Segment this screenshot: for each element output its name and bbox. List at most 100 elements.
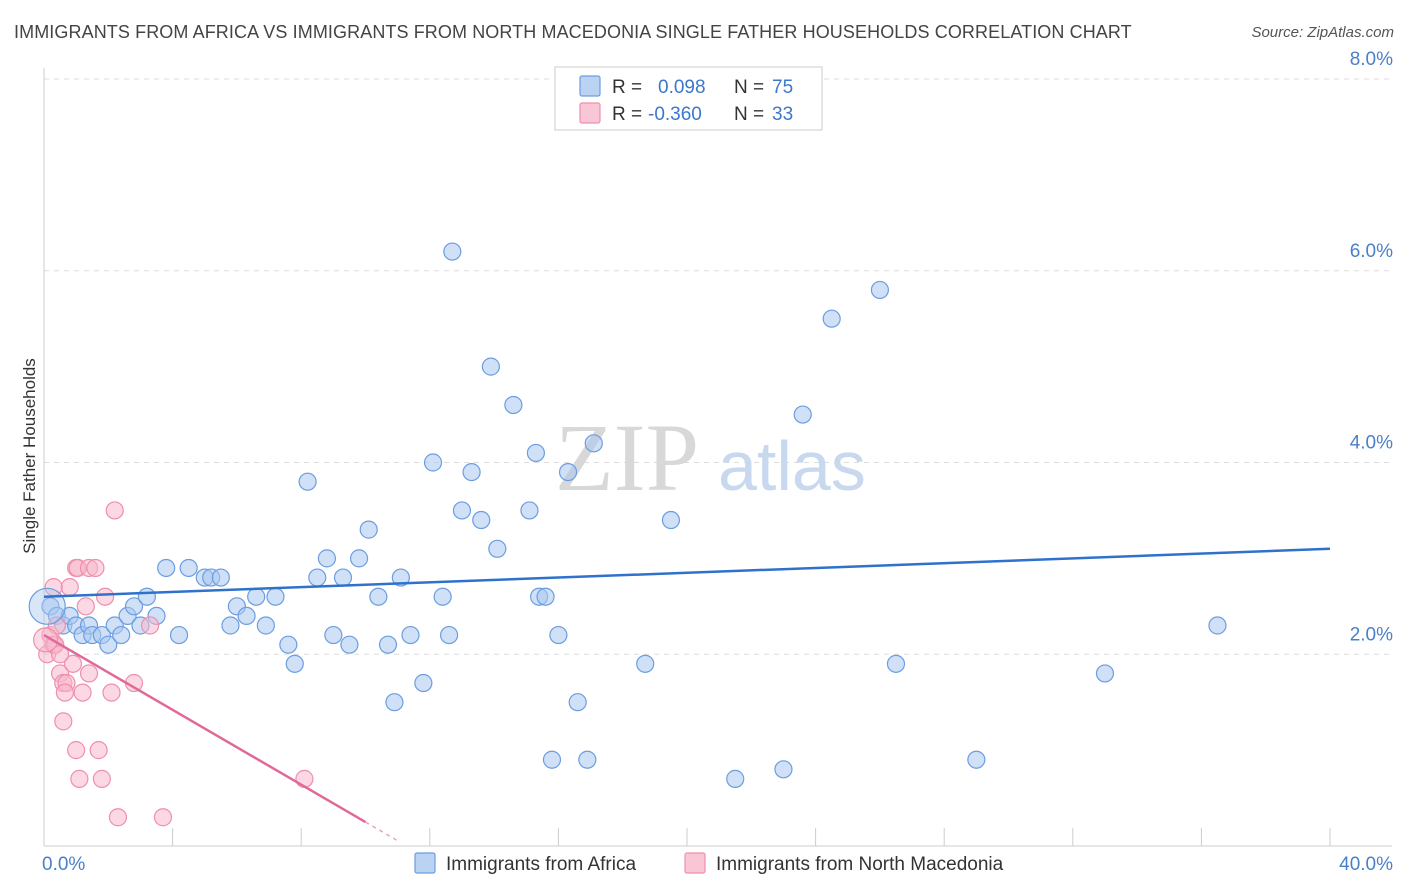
legend-n-label-africa: N = [734,77,764,98]
africa-point [578,750,597,769]
macedonia-point [102,683,121,702]
macedonia-point [63,654,83,673]
macedonia-point [92,769,111,788]
series-legend-swatch-africa [414,852,436,874]
africa-point [886,654,906,673]
macedonia-trend-line [43,633,367,824]
africa-point [266,587,285,606]
africa-point [256,616,275,635]
legend-r-label-macedonia: R = [612,104,642,125]
chart-title: IMMIGRANTS FROM AFRICA VS IMMIGRANTS FRO… [14,22,1132,42]
legend-r-label-africa: R = [612,77,642,98]
legend-n-label-macedonia: N = [734,104,764,125]
africa-point [179,558,198,578]
tick-label-layer: 2.0% 4.0% 6.0% 8.0% 0.0% 40.0% [42,49,1393,875]
africa-point [488,539,507,558]
macedonia-point [86,558,105,578]
points-layer [28,242,1227,827]
watermark-atlas: atlas [718,427,866,505]
africa-point [504,395,523,415]
africa-point [237,606,256,626]
africa-point [661,510,681,530]
africa-point [169,625,189,645]
africa-point [822,309,841,328]
y-tick-label: 8.0% [1350,49,1393,70]
legend-swatch-africa [579,75,601,97]
africa-point [542,750,562,769]
macedonia-point [67,741,86,760]
y-tick-label: 2.0% [1350,624,1393,645]
africa-point [536,587,555,606]
africa-point [481,357,500,376]
x-tick-label: 0.0% [42,854,85,875]
source-credit: Source: ZipAtlas.com [1251,24,1394,41]
watermark-zip: ZIP [555,404,699,511]
macedonia-point-cluster [33,627,59,653]
macedonia-point [54,712,73,731]
macedonia-point [153,808,173,827]
africa-point [967,750,986,769]
macedonia-point [295,769,314,788]
africa-point [247,587,266,606]
macedonia-point [140,616,160,635]
legend-r-value-africa: 0.098 [658,77,706,98]
africa-point [359,520,378,539]
africa-point [369,587,388,606]
africa-point [333,568,353,587]
series-legend-label-macedonia: Immigrants from North Macedonia [716,854,1004,875]
africa-point [112,625,131,645]
series-legend-swatch-macedonia [684,852,706,874]
africa-point [526,443,545,463]
africa-point [520,501,539,520]
africa-point [378,635,398,654]
africa-point [349,549,369,568]
axis-layer [43,68,1392,847]
africa-point [157,558,176,578]
series-legend-label-africa: Immigrants from Africa [446,854,636,875]
grid-layer [44,78,1392,655]
africa-point [558,462,578,482]
y-tick-label: 4.0% [1350,433,1393,454]
africa-point [423,453,443,472]
macedonia-point [55,683,74,702]
africa-point [870,280,890,300]
africa-point [443,242,462,261]
watermark: ZIP atlas [555,404,866,511]
macedonia-point [73,683,92,702]
y-tick-label: 6.0% [1350,241,1393,262]
africa-point [584,434,603,453]
africa-point [99,635,118,654]
africa-point [462,462,481,482]
africa-point [317,549,337,568]
macedonia-point [89,741,108,760]
trend-layer [43,547,1331,842]
africa-point [285,654,304,673]
macedonia-point [105,501,124,520]
africa-point [391,568,410,587]
africa-point [636,654,655,673]
africa-point [439,625,459,645]
legend-n-value-macedonia: 33 [772,104,793,125]
macedonia-point [108,808,128,827]
africa-point [385,693,404,712]
africa-point [568,693,587,712]
macedonia-point [60,578,79,597]
africa-point [414,673,433,693]
legend-r-value-macedonia: -0.360 [648,104,702,125]
africa-point [1095,664,1115,683]
africa-point [124,597,144,616]
africa-point-cluster [28,587,66,625]
macedonia-point [70,769,89,788]
y-axis-label: Single Father Households [20,358,39,554]
africa-point [774,760,793,779]
macedonia-point [76,597,95,616]
legend-swatch-macedonia [579,102,601,124]
africa-point [324,625,343,645]
africa-point [726,769,745,788]
africa-point [433,587,452,606]
x-tick-label: 40.0% [1339,854,1393,875]
africa-point [340,635,359,654]
africa-point [472,510,491,530]
